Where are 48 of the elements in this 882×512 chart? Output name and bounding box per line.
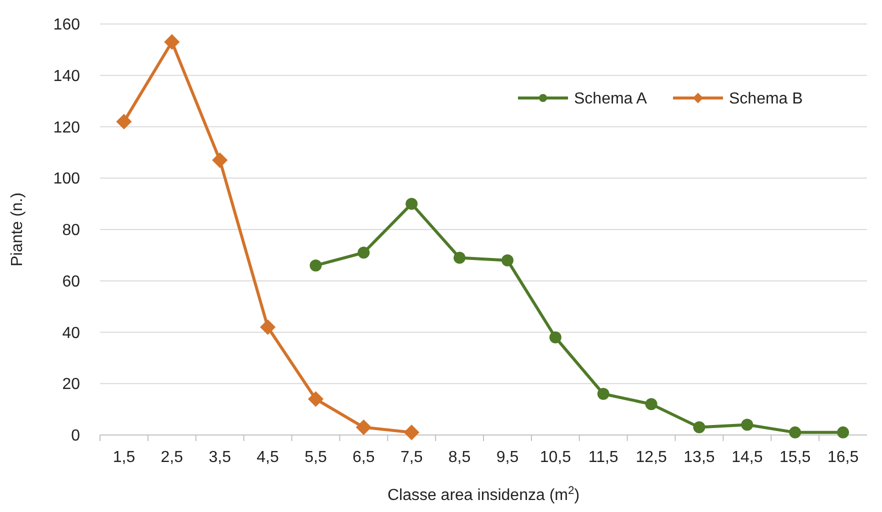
x-tick-label: 13,5 <box>684 449 715 466</box>
x-tick-label: 1,5 <box>112 449 136 466</box>
point <box>645 398 658 410</box>
y-tick-label: 80 <box>62 222 80 240</box>
x-tick-label: 16,5 <box>827 449 859 466</box>
x-axis-title: Classe area insidenza (m$^{2}$) <box>387 485 580 504</box>
x-tick-label: 12,5 <box>636 449 667 466</box>
point <box>308 391 324 407</box>
x-tick-label: 8,5 <box>448 449 471 466</box>
point <box>310 259 322 272</box>
x-tick-label: 3,5 <box>208 449 232 466</box>
point <box>406 198 418 210</box>
y-tick-label: 120 <box>53 119 80 136</box>
x-tick-label: 15,5 <box>780 449 811 466</box>
y-tick-label: 60 <box>62 273 80 290</box>
point <box>260 319 276 335</box>
point <box>837 426 850 438</box>
point <box>597 388 610 400</box>
point <box>404 424 420 440</box>
point <box>164 34 180 50</box>
y-tick-label: 0 <box>71 428 80 445</box>
x-tick-label: 11,5 <box>588 449 618 466</box>
point <box>454 252 466 264</box>
legend-label: Schema B <box>729 90 803 108</box>
x-tick-label: 9,5 <box>496 449 519 466</box>
point <box>501 254 514 266</box>
y-tick-label: 20 <box>62 376 80 394</box>
point <box>693 421 706 434</box>
point <box>741 418 754 431</box>
x-tick-label: 14,5 <box>732 449 763 466</box>
legend-label: Schema A <box>574 90 648 108</box>
point <box>789 426 802 438</box>
x-tick-label: 6,5 <box>352 449 375 466</box>
point <box>358 246 370 259</box>
x-tick-label: 4,5 <box>256 449 279 466</box>
point <box>212 152 228 168</box>
x-tick-label: 5,5 <box>304 449 327 466</box>
y-tick-label: 160 <box>53 16 80 34</box>
y-axis-title: Piante (n.) <box>9 192 26 266</box>
y-tick-label: 140 <box>53 68 80 85</box>
y-tick-label: 100 <box>53 170 80 188</box>
y-tick-label: 40 <box>62 324 80 342</box>
point <box>549 331 562 344</box>
x-tick-label: 7,5 <box>400 449 423 466</box>
x-tick-label: 2,5 <box>160 449 184 466</box>
point <box>116 114 132 130</box>
x-tick-label: 10,5 <box>540 449 572 466</box>
point <box>356 419 372 436</box>
